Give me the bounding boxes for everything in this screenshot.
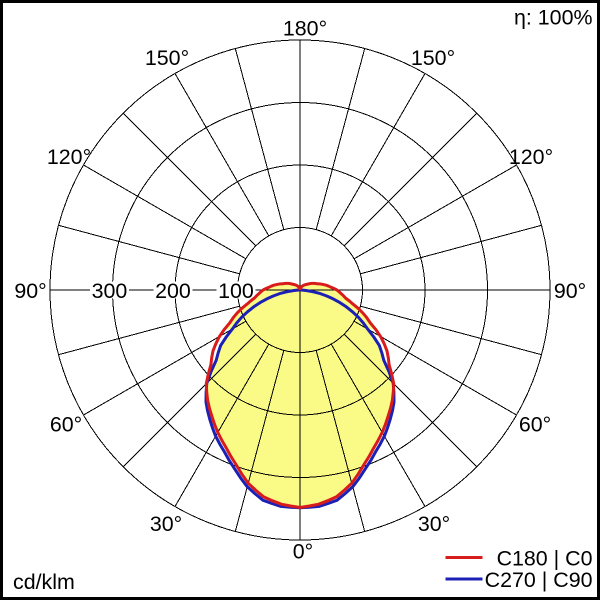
svg-text:30°: 30° <box>150 512 182 536</box>
svg-text:C270 | C90: C270 | C90 <box>485 568 593 592</box>
svg-text:0°: 0° <box>293 540 313 564</box>
svg-text:η: 100%: η: 100% <box>514 5 593 29</box>
svg-text:30°: 30° <box>418 512 450 536</box>
svg-text:cd/klm: cd/klm <box>13 570 75 594</box>
svg-text:60°: 60° <box>519 412 551 436</box>
svg-text:200: 200 <box>155 279 191 303</box>
svg-text:120°: 120° <box>47 145 91 169</box>
svg-text:90°: 90° <box>14 279 46 303</box>
svg-text:90°: 90° <box>554 279 586 303</box>
svg-text:100: 100 <box>218 279 254 303</box>
svg-text:150°: 150° <box>145 46 189 70</box>
svg-text:120°: 120° <box>509 145 553 169</box>
svg-text:C180 | C0: C180 | C0 <box>497 547 593 571</box>
svg-text:300: 300 <box>92 279 128 303</box>
svg-text:60°: 60° <box>50 412 82 436</box>
svg-text:180°: 180° <box>283 16 327 40</box>
svg-text:150°: 150° <box>411 46 455 70</box>
